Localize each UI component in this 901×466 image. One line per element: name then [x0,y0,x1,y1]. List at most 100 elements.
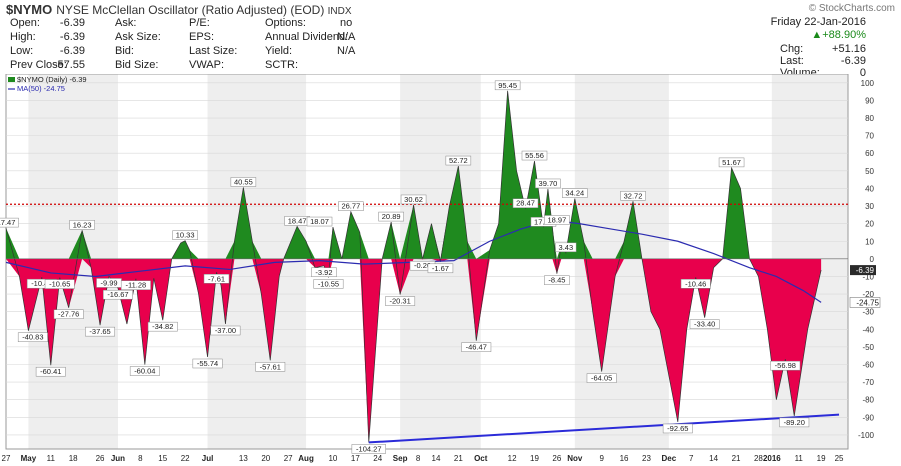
data-label: -40.83 [22,333,43,342]
data-label-box [521,150,548,161]
prev-close-value: -57.55 [53,59,85,71]
data-label: -57.61 [260,362,281,371]
data-label-box [770,360,801,371]
prev-close-label: Prev Close: [10,59,67,71]
data-label: 52.72 [449,156,468,165]
data-label: -8.45 [548,276,565,285]
quote-header: $NYMO NYSE McClellan Oscillator (Ratio Ad… [0,0,901,79]
data-label: 55.56 [525,151,544,160]
y-tick-label: 10 [865,237,874,246]
data-label-box [779,417,810,428]
bid-label: Bid: [115,45,134,57]
data-label-box [147,321,178,332]
data-label: -27.76 [58,310,79,319]
data-label-box [555,242,577,253]
change-percent: ▲+88.90% [811,29,866,41]
pe-label: P/E: [189,17,210,29]
data-label: -16.67 [107,290,128,299]
data-label: 18.97 [547,215,566,224]
data-label: -1.67 [432,264,449,273]
exchange: INDX [327,6,352,17]
x-tick-label: 10 [328,454,337,463]
x-tick-label: 12 [508,454,517,463]
data-label: -55.74 [197,359,218,368]
data-label: -56.98 [775,361,796,370]
y-tick-label: -60 [862,360,874,369]
data-label-box [53,309,84,319]
data-label-box [313,279,344,289]
data-label: 10.33 [176,231,195,240]
y-tick-label: 50 [865,167,874,176]
data-label-box [689,319,720,329]
x-tick-label: 17 [351,454,360,463]
data-label: -64.05 [591,374,612,383]
x-tick-label: Nov [567,454,583,463]
data-label-box [662,423,693,434]
oscillator-line [5,90,822,443]
data-label-box [17,332,48,342]
last-label: Last: [780,55,804,67]
x-tick-label: 16 [620,454,629,463]
x-tick-label: 15 [158,454,167,463]
x-tick-label: 8 [138,454,143,463]
data-label: 16.23 [73,220,92,229]
symbol-description: NYSE McClellan Oscillator (Ratio Adjuste… [56,3,325,17]
x-tick-label: Jul [202,454,214,463]
ma-value-tag [849,297,881,308]
plot-frame [5,74,849,450]
data-label-box [378,211,404,222]
data-label-box [85,326,116,337]
negative-area [6,258,822,443]
data-label-box [718,157,745,168]
x-tick-label: 11 [795,454,804,463]
data-label-box [192,358,223,369]
data-label: -33.40 [694,320,715,329]
x-tick-label: 21 [454,454,463,463]
x-tick-label: Oct [474,454,488,463]
x-tick-label: 18 [69,454,78,463]
low-label: Low: [10,45,34,57]
data-label-box [461,342,492,352]
data-label-box [535,178,561,189]
y-tick-label: 0 [870,255,875,264]
data-label: -10.46 [685,279,706,288]
y-tick-label: -10 [862,272,874,281]
x-tick-label: 13 [239,454,248,463]
symbol: $NYMO [6,2,53,17]
data-label: 28.47 [516,199,535,208]
data-label: -104.27 [356,444,381,453]
y-tick-label: -90 [862,413,874,422]
data-label: -10.41 [31,279,52,288]
chg-value: +51.16 [832,43,866,55]
y-tick-label: 90 [865,96,874,105]
data-label: -10.65 [49,280,70,289]
data-label-box [385,296,416,306]
open-label: Open: [10,17,40,29]
y-tick-label: 60 [865,149,874,158]
data-label: 39.70 [539,179,558,188]
y-tick-label: -40 [862,325,874,334]
data-label: -3.92 [315,268,332,277]
data-label-box [544,215,570,225]
data-label-box [44,279,75,289]
data-label: -60.04 [134,367,155,376]
data-label-box [620,191,646,201]
chg-label: Chg: [780,43,804,55]
x-tick-label: 24 [373,454,382,463]
data-label-box [544,275,570,285]
data-label-box [586,373,617,383]
data-label-box [680,279,711,289]
data-label: -7.61 [208,274,225,283]
data-label-box [103,289,133,300]
data-label-box [0,217,19,228]
low-value: -6.39 [59,45,85,57]
quote-date: Friday 22-Jan-2016 [770,16,866,28]
y-tick-label: -20 [862,290,874,299]
x-tick-label: 11 [47,454,56,463]
data-label: 26.77 [341,202,360,211]
data-label: 18.07 [310,217,329,226]
data-label: -9.99 [100,278,117,287]
options-label: Options: [265,17,306,29]
x-tick-label: 20 [261,454,270,463]
data-label: 95.45 [498,81,517,90]
